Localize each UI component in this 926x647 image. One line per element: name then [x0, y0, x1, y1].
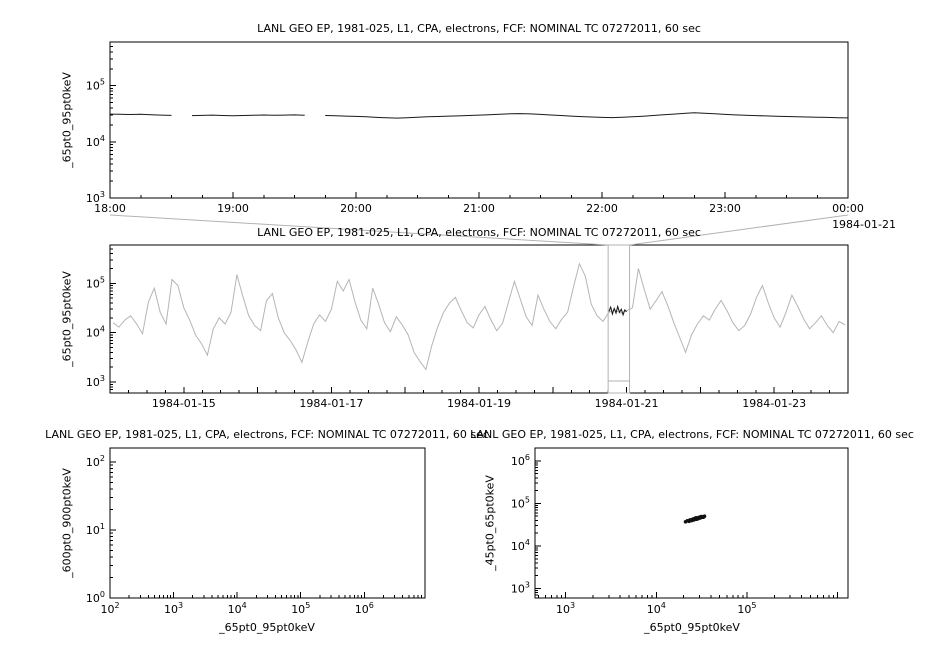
svg-text:18:00: 18:00: [94, 202, 126, 215]
svg-text:103: 103: [164, 601, 183, 616]
svg-text:1984-01-19: 1984-01-19: [447, 397, 511, 410]
panel4-x-axis-label: _65pt0_95pt0keV: [644, 621, 740, 634]
svg-text:105: 105: [291, 601, 310, 616]
svg-text:104: 104: [86, 134, 105, 149]
svg-text:1984-01-15: 1984-01-15: [152, 397, 216, 410]
overview-timeseries-plot[interactable]: 103 104 105 1984-01-15 1984-01-17 1984-01-19 1…: [86, 244, 849, 410]
electron-flux-65-95keV-zoom: [109, 112, 849, 119]
svg-text:103: 103: [556, 601, 575, 616]
panel1-y-axis-label: _65pt0_95pt0keV: [60, 72, 74, 168]
panel2-title: LANL GEO EP, 1981-025, L1, CPA, electron…: [257, 226, 701, 239]
svg-text:105: 105: [737, 601, 756, 616]
svg-text:23:00: 23:00: [709, 202, 741, 215]
svg-text:1984-01-17: 1984-01-17: [299, 397, 363, 410]
panel2-y-axis-label: _65pt0_95pt0keV: [60, 271, 74, 367]
scatter-45-65-plot[interactable]: 103 104 105 106 103 104 105: [511, 447, 849, 616]
svg-text:19:00: 19:00: [217, 202, 249, 215]
panel4-title: LANL GEO EP, 1981-025, L1, CPA, electron…: [470, 428, 914, 441]
panel1-date-annotation: 1984-01-21: [832, 218, 896, 231]
axis-ticks: [109, 248, 849, 393]
zoom-connector-lines: [109, 214, 849, 246]
svg-text:105: 105: [511, 495, 530, 510]
svg-text:00:00: 00:00: [832, 202, 864, 215]
axis-ticks: [535, 460, 839, 598]
svg-text:106: 106: [511, 453, 530, 468]
highlighted-selected-interval: [608, 304, 627, 317]
svg-text:101: 101: [86, 522, 105, 537]
panel4-y-axis-label: _45pt0_65pt0keV: [483, 475, 497, 571]
svg-text:104: 104: [228, 601, 247, 616]
axis-ticks: [109, 45, 849, 199]
svg-text:104: 104: [511, 538, 530, 553]
svg-text:102: 102: [86, 454, 105, 469]
axis-ticks: [109, 461, 423, 599]
svg-text:102: 102: [100, 601, 119, 616]
svg-text:1984-01-23: 1984-01-23: [742, 397, 806, 410]
svg-text:20:00: 20:00: [340, 202, 372, 215]
svg-text:105: 105: [86, 78, 105, 93]
svg-text:105: 105: [86, 275, 105, 290]
panel1-title: LANL GEO EP, 1981-025, L1, CPA, electron…: [257, 22, 701, 35]
svg-text:22:00: 22:00: [586, 202, 618, 215]
svg-text:104: 104: [86, 325, 105, 340]
electron-flux-65-95keV-overview: [112, 262, 846, 371]
axis-tick-labels: 103 104 105 1984-01-15 1984-01-17 1984-01-19 1…: [86, 275, 806, 410]
selection-box[interactable]: [607, 244, 631, 394]
axis-tick-labels: 103 104 105 106 103 104 105: [511, 453, 757, 616]
svg-text:21:00: 21:00: [463, 202, 495, 215]
svg-text:106: 106: [355, 601, 374, 616]
panel3-title: LANL GEO EP, 1981-025, L1, CPA, electron…: [45, 428, 489, 441]
svg-text:1984-01-21: 1984-01-21: [595, 397, 659, 410]
panel3-x-axis-label: _65pt0_95pt0keV: [219, 621, 315, 634]
svg-text:103: 103: [86, 374, 105, 389]
svg-text:104: 104: [647, 601, 666, 616]
svg-text:103: 103: [511, 581, 530, 596]
panel3-y-axis-label: _600pt0_900pt0keV: [60, 468, 74, 578]
